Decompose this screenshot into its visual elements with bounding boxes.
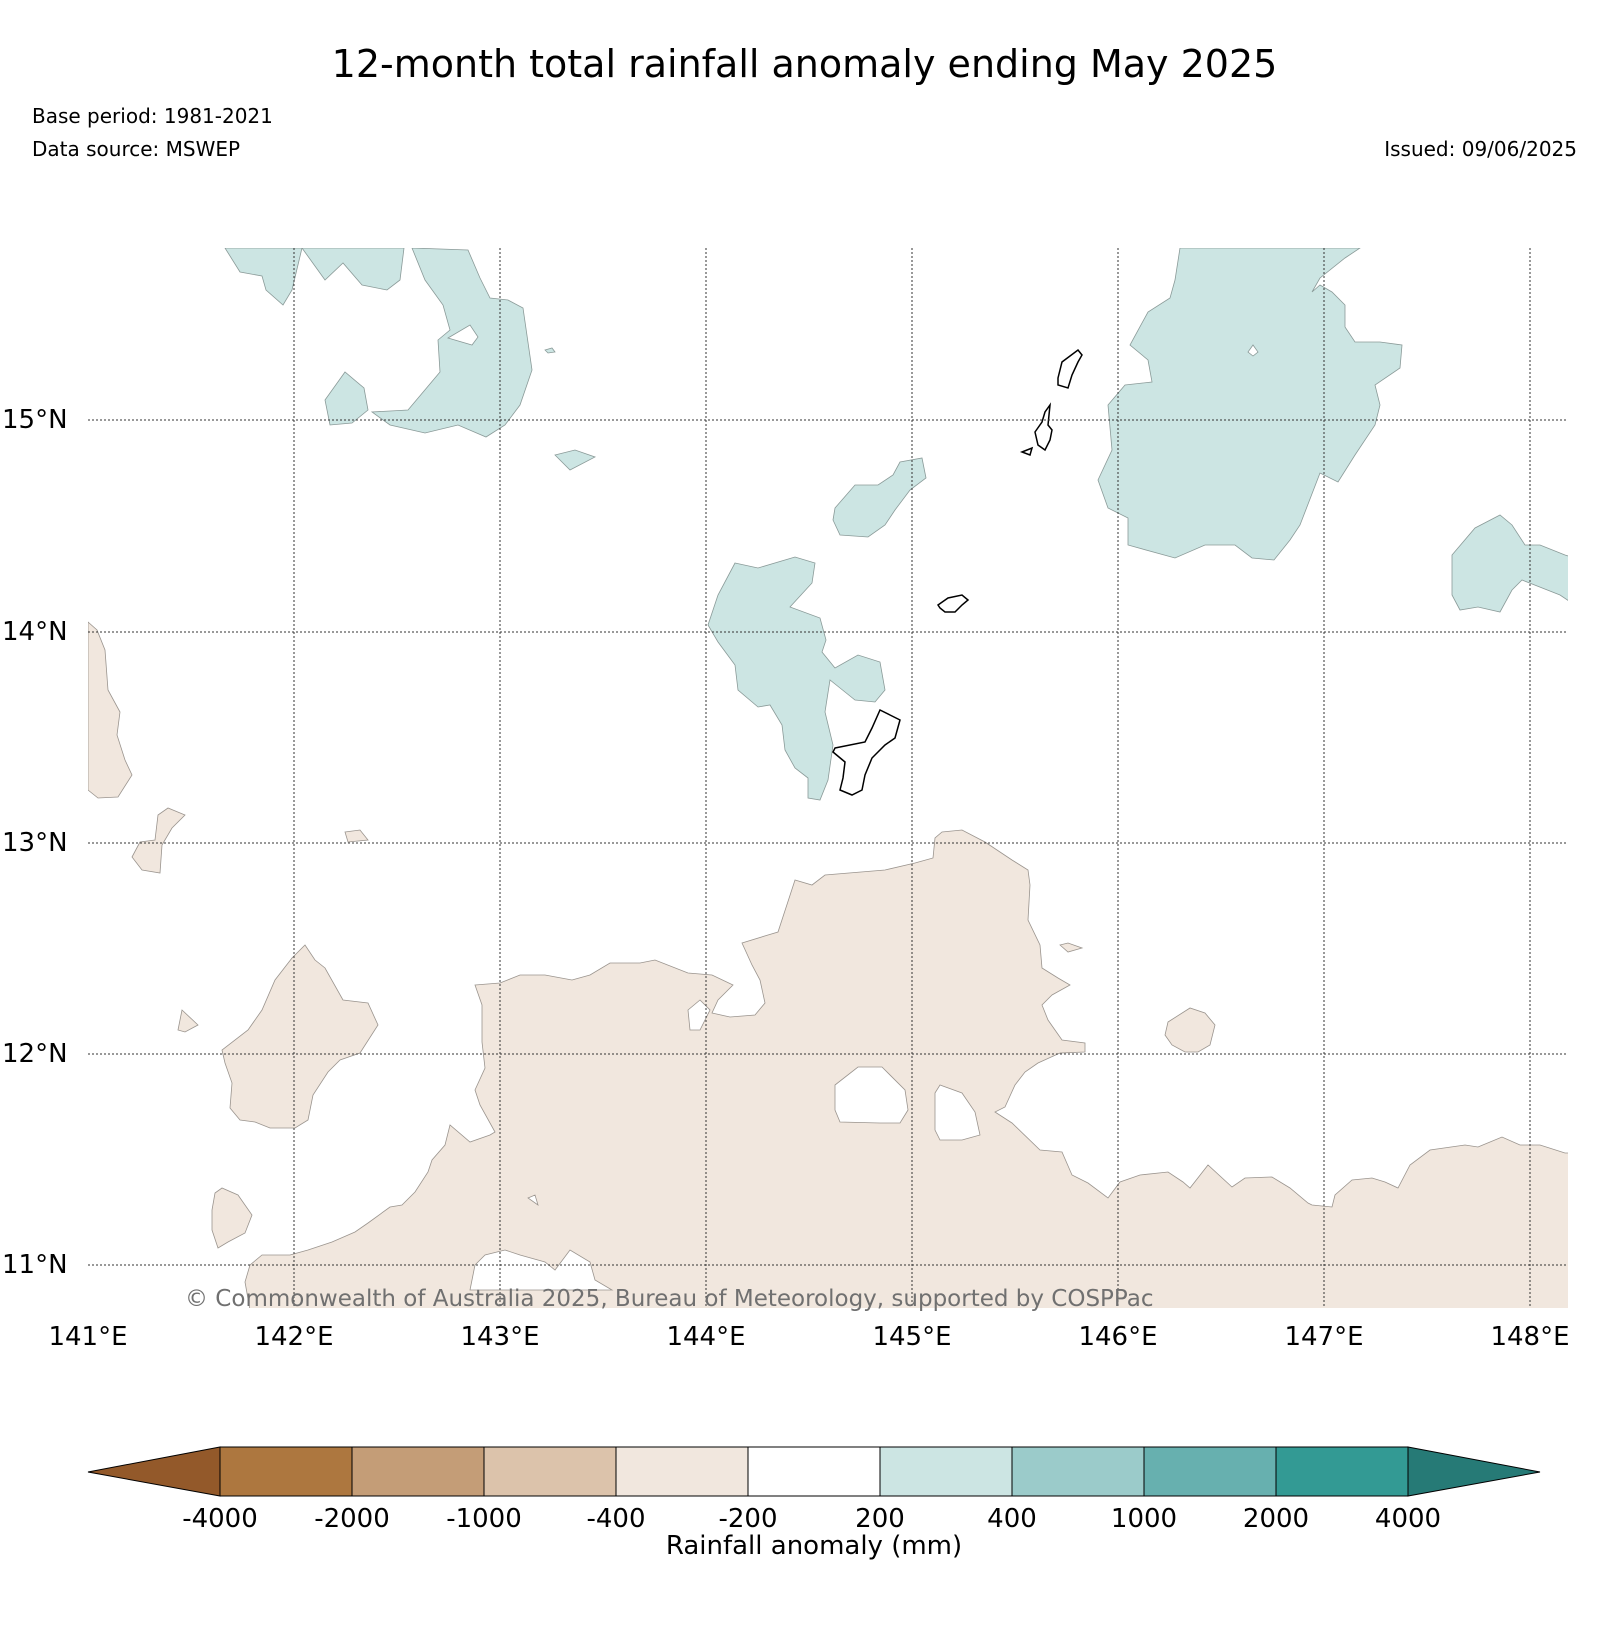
colorbar-cell <box>219 1446 353 1497</box>
wet-region-east <box>1451 514 1568 613</box>
colorbar-tick-labels: -4000 -2000 -1000 -400 -200 200 400 1000 2000 400… <box>182 1504 1441 1534</box>
colorbar-cell <box>1011 1446 1145 1497</box>
colorbar-cell <box>1275 1446 1409 1497</box>
colorbar-tick-label: -400 <box>586 1504 645 1534</box>
colorbar-tick-label: -200 <box>718 1504 777 1534</box>
dry-anomaly-regions <box>88 621 1568 1308</box>
colorbar-tick-label: 4000 <box>1375 1504 1441 1534</box>
data-source-text: Data source: MSWEP <box>32 137 241 161</box>
wet-region-northwest-2 <box>301 248 405 291</box>
island-tinian <box>1034 402 1053 452</box>
colorbar-cell <box>615 1446 749 1497</box>
issued-date-text: Issued: 09/06/2025 <box>1384 137 1577 161</box>
wet-region-central-north <box>832 457 927 538</box>
lat-label-15n: 15°N <box>2 405 68 435</box>
dry-region-west-block <box>221 944 379 1129</box>
colorbar-cell <box>351 1446 485 1497</box>
lon-label-148e: 148°E <box>1490 1322 1569 1352</box>
colorbar-extend-high <box>1407 1446 1541 1497</box>
colorbar: -4000 -2000 -1000 -400 -200 200 400 1000 2000 400… <box>87 1446 1541 1561</box>
wet-region-northwest-1 <box>224 248 303 306</box>
lat-label-14n: 14°N <box>2 617 68 647</box>
map-gridlines <box>88 248 1568 1308</box>
colorbar-tick-label: 200 <box>855 1504 905 1534</box>
wet-anomaly-regions <box>224 248 1568 801</box>
map-plot-area <box>88 248 1568 1308</box>
lon-label-143e: 143°E <box>460 1322 539 1352</box>
dry-region-west-islet-4 <box>211 1187 253 1249</box>
wet-region-north-2 <box>324 371 369 426</box>
colorbar-cells <box>219 1446 1409 1497</box>
colorbar-tick-label: 400 <box>987 1504 1037 1534</box>
lat-label-11n: 11°N <box>2 1250 68 1280</box>
island-aguijan <box>1019 446 1034 456</box>
island-saipan <box>1057 348 1083 389</box>
lon-label-146e: 146°E <box>1078 1322 1157 1352</box>
dry-region-islet-east-1 <box>1059 942 1084 953</box>
colorbar-tick-label: -1000 <box>446 1504 522 1534</box>
page-title: 12-month total rainfall anomaly ending M… <box>331 42 1278 86</box>
colorbar-title: Rainfall anomaly (mm) <box>666 1531 962 1561</box>
dry-region-west-islet-2 <box>344 829 369 843</box>
colorbar-cell <box>879 1446 1013 1497</box>
dry-region-west-islet-3 <box>177 1009 199 1033</box>
lat-label-12n: 12°N <box>2 1039 68 1069</box>
island-rota <box>936 594 970 613</box>
dry-region-islet-east-2 <box>1164 1007 1216 1053</box>
dry-region-west-islet <box>131 807 186 874</box>
colorbar-cell <box>747 1446 881 1497</box>
lon-label-144e: 144°E <box>666 1322 745 1352</box>
wet-region-north-3 <box>554 449 597 471</box>
lon-label-141e: 141°E <box>48 1322 127 1352</box>
colorbar-tick-label: 1000 <box>1111 1504 1177 1534</box>
colorbar-tick-label: 2000 <box>1243 1504 1309 1534</box>
lon-label-147e: 147°E <box>1284 1322 1363 1352</box>
island-coastlines <box>832 348 1083 796</box>
wet-region-north-4 <box>544 347 556 354</box>
colorbar-cell <box>483 1446 617 1497</box>
copyright-notice: © Commonwealth of Australia 2025, Bureau… <box>185 1286 1154 1312</box>
lon-label-142e: 142°E <box>254 1322 333 1352</box>
island-guam <box>832 708 901 796</box>
latitude-labels: 15°N 14°N 13°N 12°N 11°N <box>2 405 68 1280</box>
dry-region-south-main <box>244 829 1568 1308</box>
lon-label-145e: 145°E <box>872 1322 951 1352</box>
lat-label-13n: 13°N <box>2 828 68 858</box>
wet-region-central <box>707 556 886 801</box>
colorbar-extend-low <box>87 1446 221 1497</box>
longitude-labels: 141°E 142°E 143°E 144°E 145°E 146°E 147°… <box>48 1322 1569 1352</box>
wet-region-north-1 <box>370 248 533 438</box>
colorbar-cell <box>1143 1446 1277 1497</box>
colorbar-tick-label: -2000 <box>314 1504 390 1534</box>
base-period-text: Base period: 1981-2021 <box>32 104 273 128</box>
wet-region-northeast <box>1097 248 1403 561</box>
colorbar-tick-label: -4000 <box>182 1504 258 1534</box>
dry-region-west-edge <box>88 621 133 799</box>
